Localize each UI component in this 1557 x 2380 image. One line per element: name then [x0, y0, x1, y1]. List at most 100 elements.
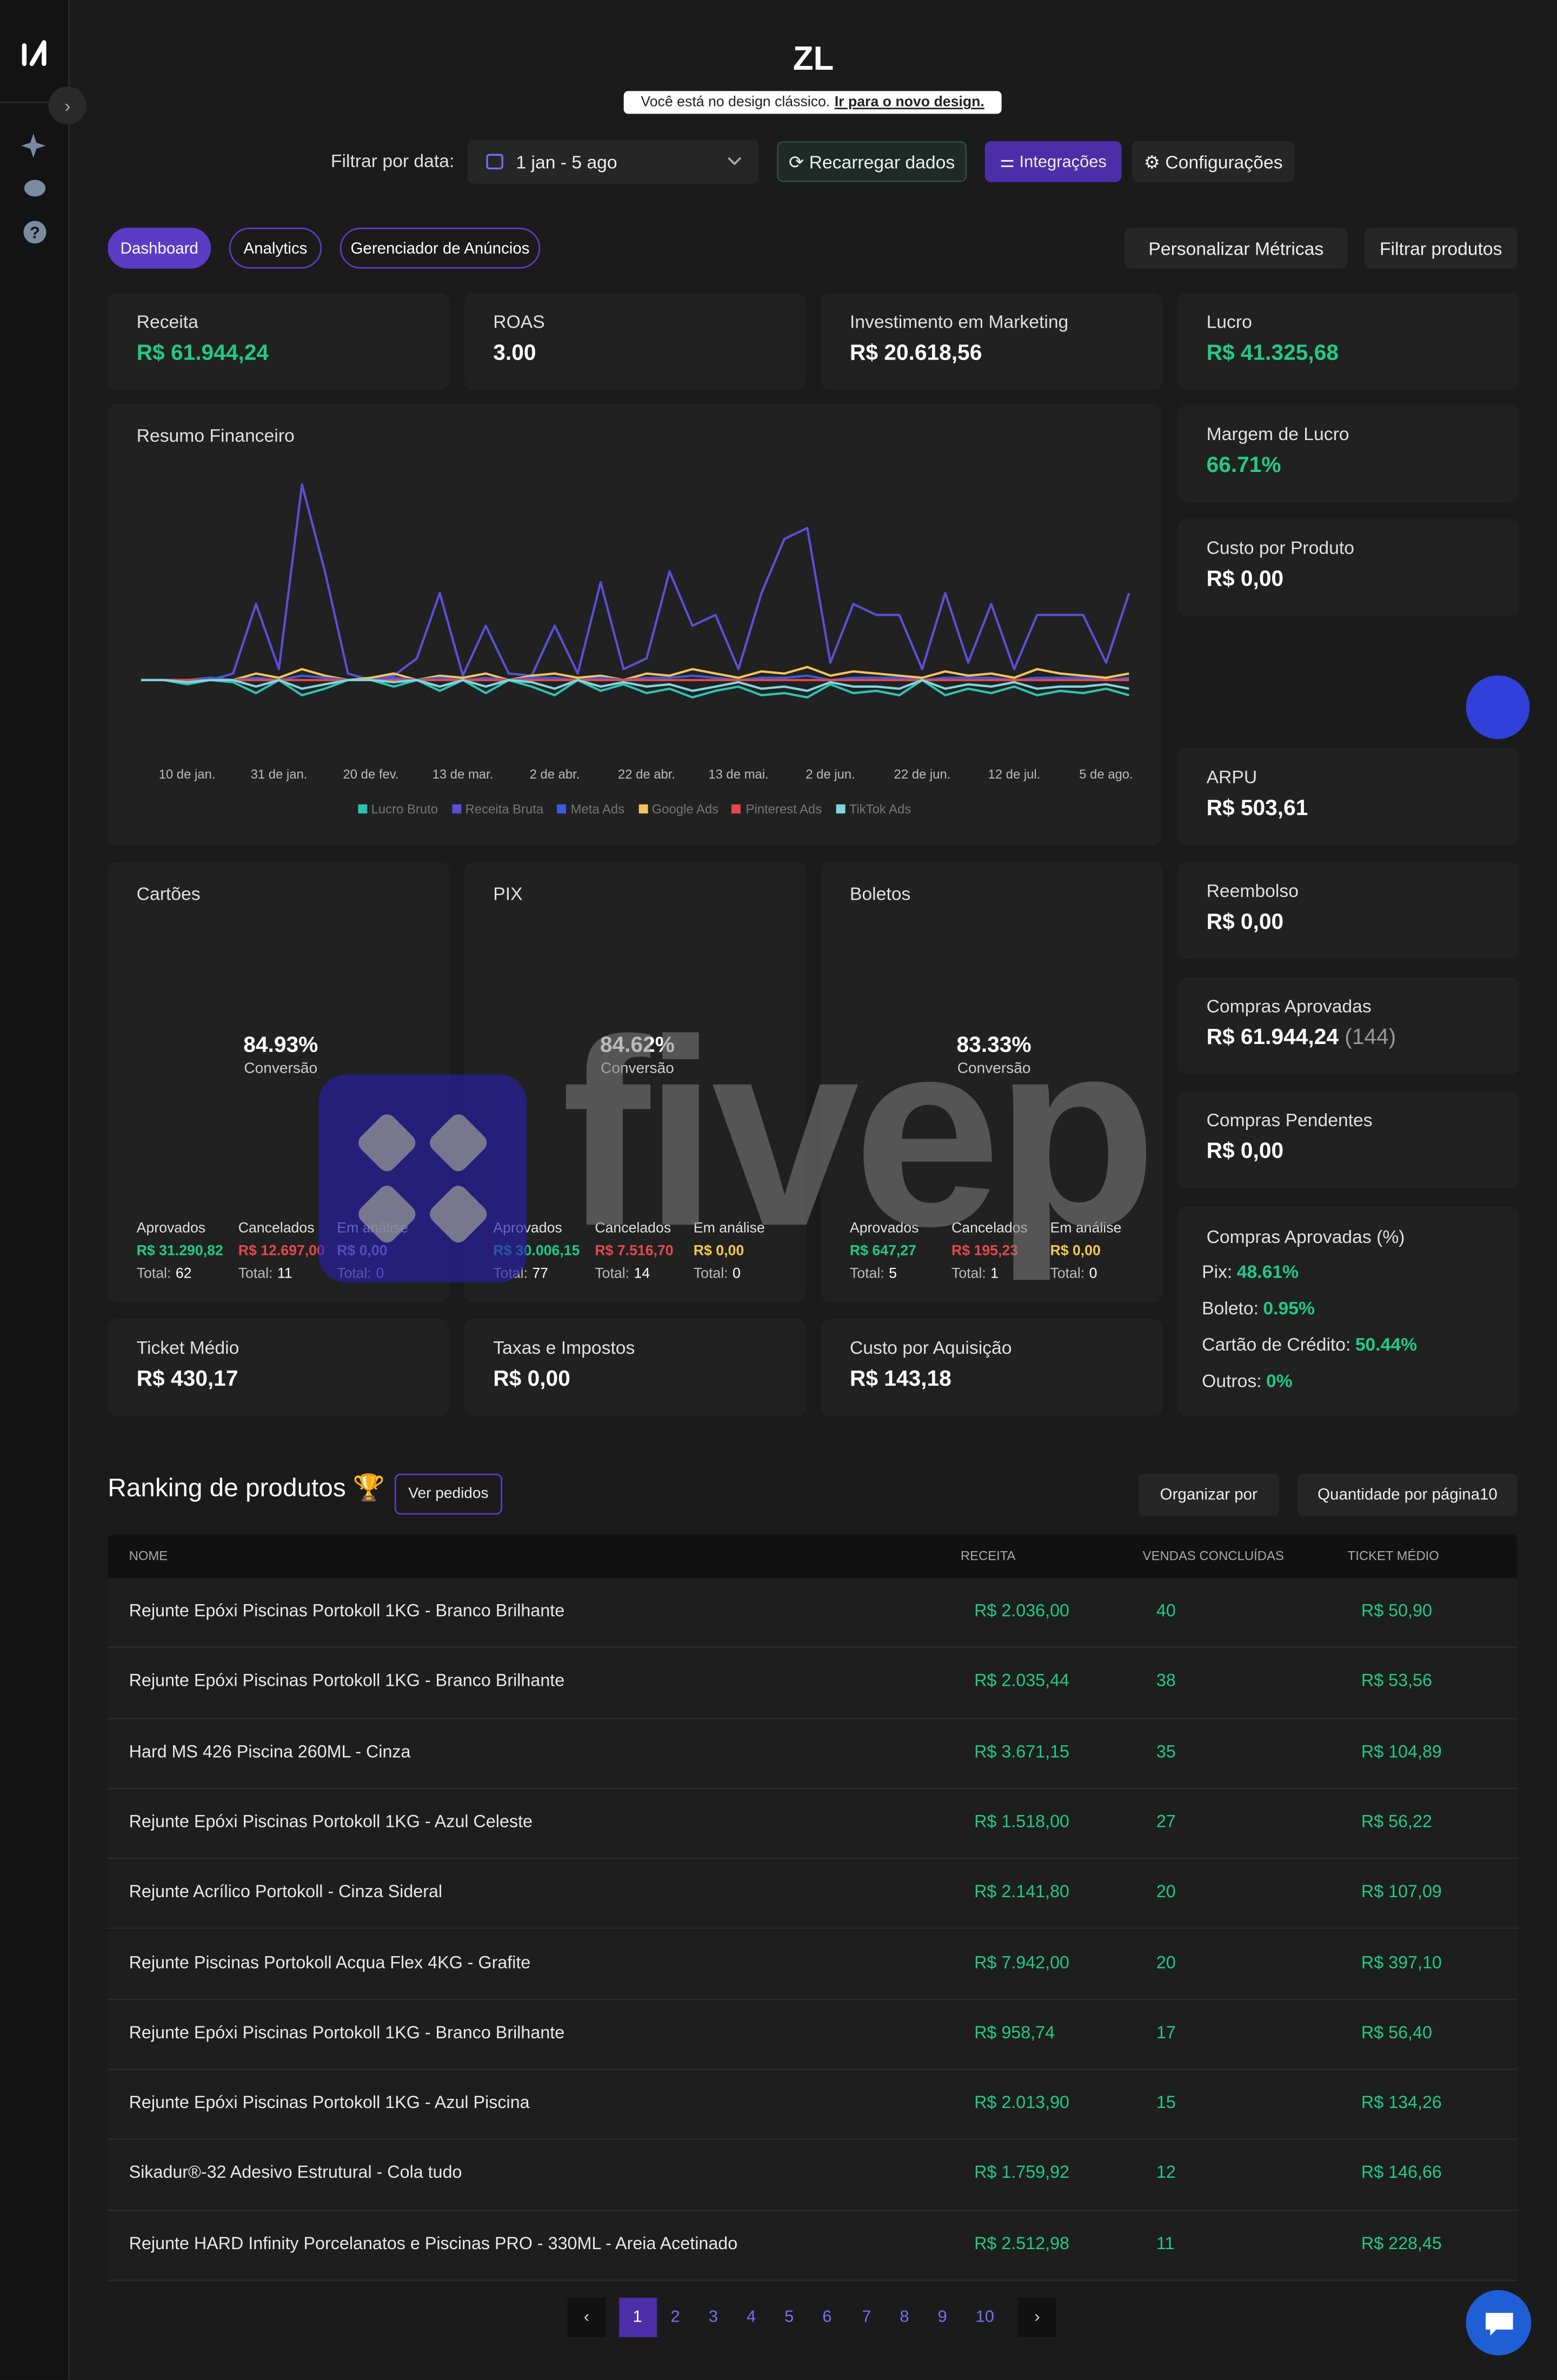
stat-amount: R$ 0,00	[693, 1242, 744, 1260]
column-header: TICKET MÉDIO	[1347, 1548, 1439, 1564]
page-number[interactable]: 10	[975, 2308, 994, 2327]
metric-card: Custo por Aquisição R$ 143,18	[821, 1319, 1163, 1416]
legend-swatch	[357, 804, 367, 814]
metric-card: Receita R$ 61.944,24	[108, 292, 449, 390]
payment-title: Cartões	[136, 883, 201, 905]
tab[interactable]: Analytics	[229, 228, 322, 269]
breakdown-label: Boleto:	[1202, 1297, 1259, 1319]
donut-caption: Conversão	[601, 1061, 674, 1078]
page-number[interactable]: 6	[822, 2308, 832, 2327]
legend-swatch	[732, 804, 742, 814]
table-cell: R$ 228,45	[1361, 2235, 1442, 2253]
stat-amount: R$ 12.697,00	[238, 1242, 325, 1260]
design-banner: Você está no design clássico. Ir para o …	[623, 91, 1002, 114]
stat-total: 0	[1089, 1266, 1097, 1282]
action-button[interactable]: Personalizar Métricas	[1124, 228, 1348, 269]
settings-button[interactable]: ⚙ Configurações	[1132, 141, 1295, 182]
stat-label: Cancelados	[238, 1220, 315, 1237]
stat-total: 14	[634, 1266, 650, 1282]
table-cell: R$ 1.518,00	[974, 1813, 1070, 1832]
table-cell: Hard MS 426 Piscina 260ML - Cinza	[129, 1743, 411, 1761]
banner-link[interactable]: Ir para o novo design.	[834, 94, 984, 111]
chat-button[interactable]	[1466, 2290, 1532, 2356]
watermark-logo	[318, 1074, 527, 1282]
piggy-icon[interactable]	[23, 176, 49, 199]
stat-amount: R$ 647,27	[849, 1242, 916, 1260]
stat-total-row: Total:0	[694, 1266, 741, 1282]
tab[interactable]: Dashboard	[108, 228, 211, 269]
sparkle-icon[interactable]	[21, 130, 49, 158]
metric-card: ARPU R$ 503,61	[1177, 748, 1519, 846]
breakdown-title: Compras Aprovadas (%)	[1206, 1226, 1405, 1248]
help-icon[interactable]: ?	[23, 220, 47, 244]
page-number[interactable]: 4	[746, 2308, 756, 2327]
payment-card: Boletos 83.33% Conversão Aprovados R$ 647,27…	[821, 862, 1163, 1302]
table-cell: R$ 134,26	[1361, 2094, 1442, 2113]
page-number[interactable]: 8	[900, 2308, 909, 2327]
ranking-title: Ranking de produtos 🏆	[108, 1473, 385, 1503]
legend-label: Receita Bruta	[465, 801, 544, 817]
stat-total-row: Total:0	[1050, 1266, 1097, 1282]
page-title: ZL	[793, 39, 834, 78]
table-cell: R$ 2.512,98	[974, 2235, 1070, 2253]
metric-card: Investimento em Marketing R$ 20.618,56	[821, 292, 1163, 390]
legend-item: Lucro Bruto	[357, 801, 438, 816]
logo	[22, 40, 46, 67]
per-page-label: Quantidade por página	[1318, 1486, 1480, 1504]
date-dropdown[interactable]: 1 jan - 5 ago	[467, 139, 759, 184]
metric-value: R$ 430,17	[136, 1367, 238, 1392]
tab[interactable]: Gerenciador de Anúncios	[340, 228, 541, 269]
metric-value: R$ 41.325,68	[1206, 341, 1339, 366]
legend-item: Pinterest Ads	[732, 801, 822, 816]
stat-label: Em análise	[1050, 1220, 1122, 1237]
metric-label: Lucro	[1206, 311, 1252, 333]
metric-value: R$ 0,00	[1206, 1140, 1284, 1164]
table-cell: R$ 56,40	[1361, 2024, 1432, 2043]
integrations-button[interactable]: ⚌ Integrações	[984, 141, 1122, 182]
breakdown-row: Pix: 48.61%	[1202, 1261, 1299, 1282]
column-header: NOME	[129, 1548, 168, 1564]
table-cell: R$ 1.759,92	[974, 2164, 1070, 2183]
prev-page[interactable]: ‹	[567, 2297, 606, 2337]
metric-label: Compras Pendentes	[1206, 1109, 1373, 1131]
page-number[interactable]: 7	[862, 2308, 871, 2327]
calendar-icon	[486, 154, 503, 170]
page-number[interactable]: 3	[708, 2308, 718, 2327]
integrations-text: Integrações	[1019, 152, 1107, 171]
table-cell: Sikadur®-32 Adesivo Estrutural - Cola tu…	[129, 2164, 462, 2183]
stat-total-label: Total:	[136, 1266, 171, 1282]
breakdown-row: Cartão de Crédito: 50.44%	[1202, 1334, 1417, 1355]
page-number[interactable]: 5	[784, 2308, 794, 2327]
page-number[interactable]: 2	[670, 2308, 680, 2327]
breakdown-row: Outros: 0%	[1202, 1371, 1293, 1392]
table-cell: Rejunte Epóxi Piscinas Portokoll 1KG - A…	[129, 2094, 530, 2113]
floating-button[interactable]	[1466, 675, 1530, 740]
view-orders-button[interactable]: Ver pedidos	[394, 1473, 503, 1515]
legend: Lucro Bruto Receita Bruta Meta Ads Google A…	[108, 801, 1161, 816]
reload-button[interactable]: ⟳ Recarregar dados	[777, 141, 967, 182]
action-button[interactable]: Filtrar produtos	[1364, 228, 1518, 269]
breakdown-card: Compras Aprovadas (%) Pix: 48.61% Boleto: 0.…	[1177, 1206, 1519, 1416]
table-row	[108, 2000, 1518, 2071]
donut-value: 84.62%	[600, 1033, 675, 1058]
page-number[interactable]: 1	[618, 2297, 657, 2337]
filter-label: Filtrar por data:	[330, 150, 455, 172]
table-cell: 35	[1156, 1743, 1176, 1761]
breakdown-label: Outros:	[1202, 1370, 1262, 1392]
stat-label: Cancelados	[595, 1220, 671, 1237]
metric-value: R$ 61.944,24	[136, 341, 269, 366]
sort-dropdown[interactable]: Organizar por	[1138, 1473, 1280, 1517]
metric-card: Reembolso R$ 0,00	[1177, 862, 1519, 960]
stat-total: 0	[732, 1266, 741, 1282]
stat-label: Aprovados	[849, 1220, 919, 1237]
collapse-button[interactable]: ›	[48, 86, 86, 125]
per-page-dropdown[interactable]: Quantidade por página 10	[1297, 1473, 1518, 1517]
next-page[interactable]: ›	[1018, 2297, 1056, 2337]
table-cell: 40	[1156, 1603, 1176, 1621]
table-row	[108, 1719, 1518, 1790]
table-cell: R$ 2.013,90	[974, 2094, 1070, 2113]
table-cell: Rejunte Acrílico Portokoll - Cinza Sider…	[129, 1884, 443, 1902]
table-cell: Rejunte HARD Infinity Porcelanatos e Pis…	[129, 2235, 738, 2253]
page-number[interactable]: 9	[937, 2308, 947, 2327]
